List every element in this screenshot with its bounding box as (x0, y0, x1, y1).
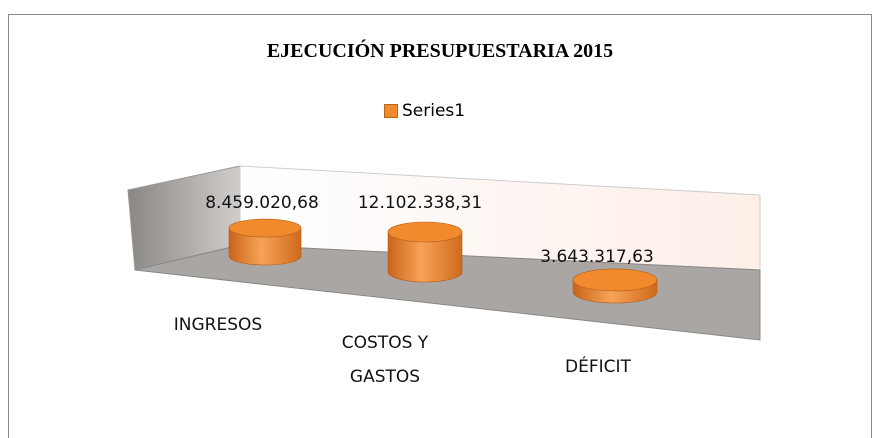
bar (387, 231, 463, 283)
chart-border (8, 14, 872, 438)
bar-top (387, 221, 463, 243)
legend-label: Series1 (402, 101, 466, 121)
x-tick-label: DÉFICIT (565, 357, 631, 377)
legend-swatch (384, 104, 398, 118)
bar-top (572, 268, 658, 292)
x-tick-label: INGRESOS (173, 315, 263, 335)
floor (134, 244, 761, 341)
data-label: 12.102.338,31 (357, 193, 483, 213)
data-label: 3.643.317,63 (540, 247, 654, 267)
bar-top (228, 218, 302, 238)
chart-title: EJECUCIÓN PRESUPUESTARIA 2015 (266, 40, 614, 62)
bar (228, 227, 302, 266)
x-tick-label: COSTOS Y GASTOS (341, 333, 429, 387)
data-label: 8.459.020,68 (205, 193, 319, 213)
legend: Series1 (384, 101, 465, 121)
